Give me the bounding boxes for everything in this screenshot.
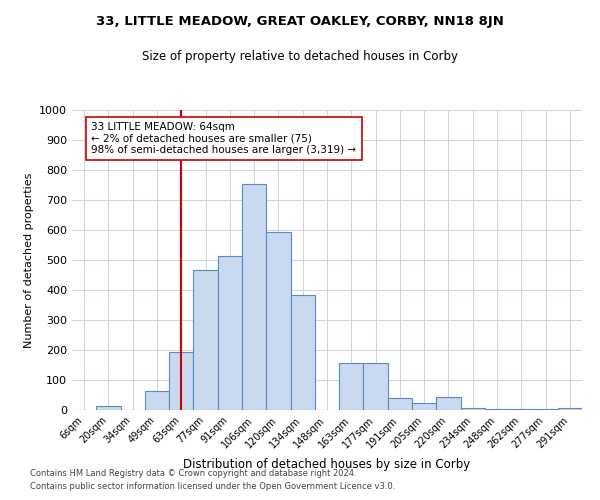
Bar [242,184,266,410]
Text: Contains public sector information licensed under the Open Government Licence v3: Contains public sector information licen… [30,482,395,491]
Bar [436,396,461,410]
Bar [364,363,388,410]
Text: 33, LITTLE MEADOW, GREAT OAKLEY, CORBY, NN18 8JN: 33, LITTLE MEADOW, GREAT OAKLEY, CORBY, … [96,15,504,28]
Bar [169,352,193,410]
Bar [558,408,582,410]
Y-axis label: Number of detached properties: Number of detached properties [23,172,34,348]
X-axis label: Distribution of detached houses by size in Corby: Distribution of detached houses by size … [184,458,470,471]
Bar [339,363,364,410]
Bar [266,232,290,410]
Text: 33 LITTLE MEADOW: 64sqm
← 2% of detached houses are smaller (75)
98% of semi-det: 33 LITTLE MEADOW: 64sqm ← 2% of detached… [91,122,356,155]
Bar [218,256,242,410]
Bar [412,404,436,410]
Bar [388,398,412,410]
Bar [96,406,121,410]
Text: Size of property relative to detached houses in Corby: Size of property relative to detached ho… [142,50,458,63]
Bar [290,294,315,410]
Bar [193,270,218,410]
Bar [145,392,169,410]
Bar [461,408,485,410]
Text: Contains HM Land Registry data © Crown copyright and database right 2024.: Contains HM Land Registry data © Crown c… [30,468,356,477]
